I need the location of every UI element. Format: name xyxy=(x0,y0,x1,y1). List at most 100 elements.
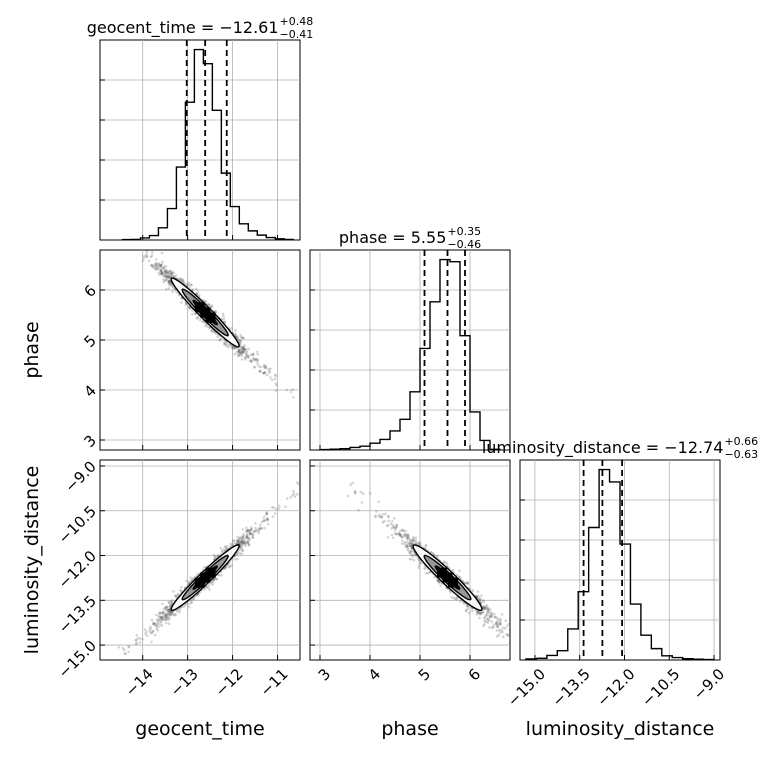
scatter-point xyxy=(242,351,246,354)
scatter-point xyxy=(234,334,237,338)
scatter-point xyxy=(243,540,247,544)
scatter-point xyxy=(172,613,175,616)
scatter-point xyxy=(67,172,70,175)
scatter-point xyxy=(240,541,244,545)
scatter-point xyxy=(219,546,223,550)
scatter-point xyxy=(256,360,259,363)
scatter-point xyxy=(158,615,162,618)
scatter-point xyxy=(495,625,499,628)
scatter-point xyxy=(278,504,281,508)
y-tick-label-luminosity_distance: −10.5 xyxy=(55,502,100,547)
scatter-point xyxy=(485,614,488,617)
scatter-point xyxy=(238,552,242,555)
scatter-point xyxy=(160,272,163,276)
scatter-point xyxy=(437,580,441,583)
scatter-point xyxy=(489,611,493,615)
scatter-point xyxy=(486,607,490,611)
scatter-point xyxy=(408,544,412,548)
scatter-point xyxy=(242,534,245,538)
scatter-point xyxy=(359,490,363,494)
density-core-block xyxy=(448,577,458,588)
scatter-point xyxy=(400,528,404,532)
x-tick-label-geocent_time: −11 xyxy=(257,665,292,700)
scatter-point xyxy=(151,265,154,268)
histogram-step-geocent_time xyxy=(121,48,294,241)
scatter-point xyxy=(171,290,174,294)
scatter-point xyxy=(168,608,172,611)
scatter-point xyxy=(211,330,214,333)
scatter-point xyxy=(512,632,515,635)
scatter-point xyxy=(162,607,166,610)
scatter-point xyxy=(231,347,235,351)
scatter-point xyxy=(495,629,499,632)
scatter-point xyxy=(241,346,245,349)
scatter-point xyxy=(178,277,181,280)
scatter-point xyxy=(167,275,171,279)
scatter-point xyxy=(405,535,409,539)
scatter-point xyxy=(154,262,158,265)
scatter-point xyxy=(247,355,250,359)
scatter-point xyxy=(301,413,304,416)
scatter-point xyxy=(242,349,246,353)
scatter-point xyxy=(166,276,169,279)
scatter-point xyxy=(263,363,266,367)
scatter-point xyxy=(273,377,277,381)
scatter-point xyxy=(184,302,188,306)
scatter-point xyxy=(487,606,490,610)
scatter-point xyxy=(488,615,492,619)
scatter-point xyxy=(167,274,170,278)
scatter-point xyxy=(391,536,395,540)
scatter-point xyxy=(274,507,278,511)
scatter-point xyxy=(417,558,421,562)
scatter-point xyxy=(180,279,183,282)
scatter-point xyxy=(483,623,486,626)
density-core-block xyxy=(194,577,205,588)
scatter-point xyxy=(465,609,468,613)
scatter-point xyxy=(216,335,219,339)
scatter-point xyxy=(233,347,236,350)
scatter-point xyxy=(240,351,244,354)
scatter-point xyxy=(156,629,159,632)
scatter-point xyxy=(136,246,139,249)
scatter-point xyxy=(187,580,191,584)
scatter-point xyxy=(154,258,158,261)
scatter-point xyxy=(437,580,441,583)
scatter-point xyxy=(223,342,227,345)
histogram-step-luminosity_distance xyxy=(525,468,715,661)
scatter-point xyxy=(248,359,252,363)
scatter-point xyxy=(207,586,210,589)
scatter-point xyxy=(406,547,410,550)
scatter-point xyxy=(284,505,287,509)
scatter-point xyxy=(561,679,564,682)
scatter-point xyxy=(250,528,253,531)
scatter-point xyxy=(238,537,241,541)
scatter-point xyxy=(244,529,248,533)
scatter-point xyxy=(539,664,542,667)
scatter-point xyxy=(398,533,401,536)
scatter-point xyxy=(223,341,226,345)
scatter-point xyxy=(196,291,200,294)
scatter-point xyxy=(246,540,249,544)
scatter-point xyxy=(156,264,159,268)
scatter-point xyxy=(476,594,480,598)
scatter-point xyxy=(386,536,390,539)
scatter-point xyxy=(168,280,171,283)
scatter-point xyxy=(245,526,248,530)
scatter-point xyxy=(506,624,509,627)
scatter-point xyxy=(391,523,395,527)
scatter-point xyxy=(245,530,249,533)
scatter-point xyxy=(194,312,197,316)
scatter-point xyxy=(168,270,172,273)
scatter-point xyxy=(240,538,244,542)
scatter-point xyxy=(213,577,217,581)
scatter-point xyxy=(357,508,360,512)
scatter-point xyxy=(398,534,402,537)
scatter-point xyxy=(247,541,250,545)
scatter-point xyxy=(412,539,415,542)
density-core-block xyxy=(200,572,211,583)
scatter-point xyxy=(478,612,482,615)
scatter-point xyxy=(417,541,421,544)
scatter-point xyxy=(188,305,191,309)
scatter-point xyxy=(257,531,261,535)
scatter-point xyxy=(239,340,243,343)
